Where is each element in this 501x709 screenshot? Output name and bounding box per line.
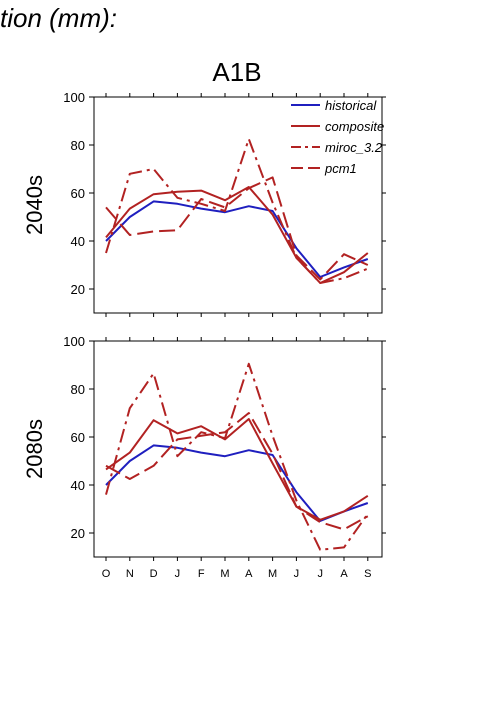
series-line-longdash bbox=[105, 176, 369, 281]
x-tick-label: J bbox=[175, 568, 181, 580]
x-tick-label: N bbox=[126, 568, 134, 580]
panel-2040s: 20 40 60 80 100 2040s historical composite miroc… bbox=[22, 90, 386, 317]
panel-label: 2040s bbox=[22, 175, 47, 235]
x-tick-label: D bbox=[150, 568, 158, 580]
x-tick-label: M bbox=[268, 568, 277, 580]
y-tick-label: 40 bbox=[71, 478, 85, 493]
x-tick-label: A bbox=[340, 568, 348, 580]
y-tick-label: 100 bbox=[63, 334, 85, 349]
x-tick-label: J bbox=[317, 568, 323, 580]
legend-label: historical bbox=[325, 98, 377, 113]
y-tick-label: 60 bbox=[71, 430, 85, 445]
series-line-longdash bbox=[105, 412, 369, 531]
x-tick-label: J bbox=[294, 568, 300, 580]
legend-label: composite bbox=[325, 119, 384, 134]
x-tick-label: O bbox=[102, 568, 111, 580]
series-line-solid bbox=[105, 444, 369, 522]
x-tick-label: M bbox=[220, 568, 229, 580]
x-tick-label: S bbox=[364, 568, 371, 580]
y-tick-label: 60 bbox=[71, 186, 85, 201]
series-line-solid bbox=[105, 418, 369, 521]
x-tick-label: A bbox=[245, 568, 253, 580]
y-tick-label: 80 bbox=[71, 382, 85, 397]
panel-label: 2080s bbox=[22, 419, 47, 479]
y-tick-label: 100 bbox=[63, 90, 85, 105]
legend-label: miroc_3.2 bbox=[325, 140, 383, 155]
y-tick-label: 40 bbox=[71, 234, 85, 249]
header-text: tion (mm): bbox=[0, 3, 117, 33]
plot-frame bbox=[93, 96, 383, 314]
plot-frame bbox=[93, 340, 383, 558]
y-tick-label: 20 bbox=[71, 282, 85, 297]
legend-label: pcm1 bbox=[324, 161, 357, 176]
series-line-dashdot bbox=[105, 362, 369, 551]
y-tick-label: 20 bbox=[71, 526, 85, 541]
x-tick-label: F bbox=[198, 568, 205, 580]
series-line-solid bbox=[105, 186, 369, 284]
y-tick-label: 80 bbox=[71, 138, 85, 153]
series-line-solid bbox=[105, 200, 369, 278]
panel-2080s: 20 40 60 80 100 O N D J F M A M J J A S 2080s bbox=[22, 334, 386, 580]
series-line-dashdot bbox=[105, 138, 369, 284]
scenario-title: A1B bbox=[212, 57, 261, 87]
